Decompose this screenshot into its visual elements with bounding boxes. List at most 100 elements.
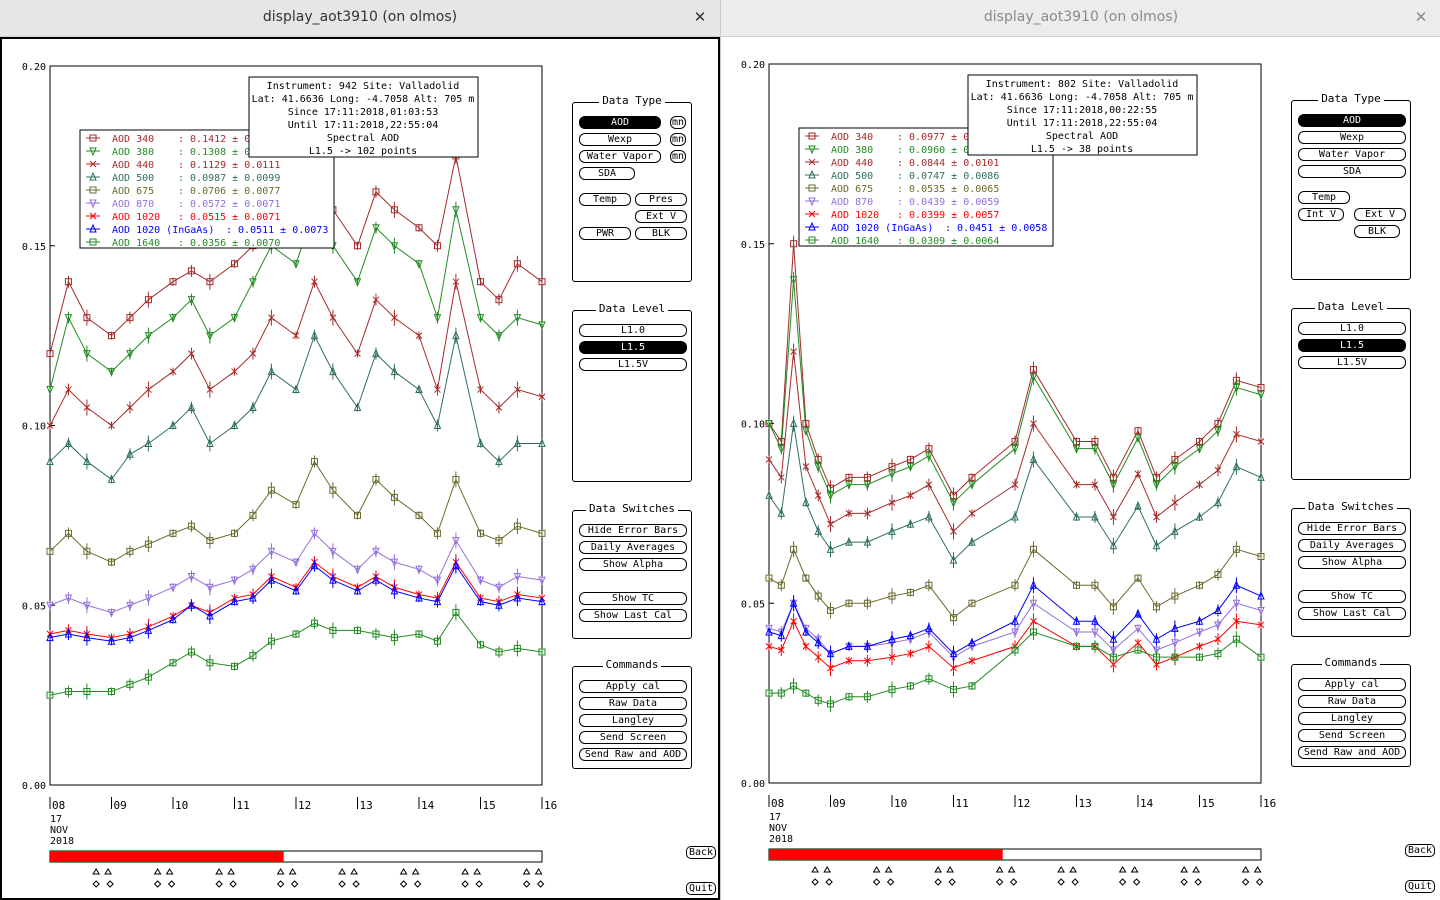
show-last-cal-button[interactable]: Show Last Cal bbox=[1298, 607, 1406, 620]
daily-averages-button[interactable]: Daily Averages bbox=[579, 541, 687, 554]
data-point bbox=[814, 592, 822, 600]
data-level-l1-0-button[interactable]: L1.0 bbox=[579, 324, 687, 337]
data-level-l1-5v-button[interactable]: L1.5V bbox=[579, 358, 687, 371]
data-point bbox=[249, 402, 257, 412]
quit-button[interactable]: Quit bbox=[1405, 880, 1436, 893]
daily-averages-button[interactable]: Daily Averages bbox=[1298, 539, 1406, 552]
apply-cal-button[interactable]: Apply cal bbox=[1298, 678, 1406, 691]
data-point bbox=[827, 700, 834, 708]
marker-diamond bbox=[948, 878, 956, 886]
data-point bbox=[826, 491, 835, 501]
raw-data-button[interactable]: Raw Data bbox=[1298, 695, 1406, 708]
data-point bbox=[802, 689, 810, 697]
data-point bbox=[476, 438, 485, 447]
data-level-l1-5-button[interactable]: L1.5 bbox=[579, 341, 687, 354]
data-level-l1-5-button[interactable]: L1.5 bbox=[1298, 339, 1406, 352]
data-type-sda-button[interactable]: SDA bbox=[579, 167, 635, 180]
data-point bbox=[888, 633, 896, 643]
marker-diamond bbox=[811, 878, 819, 886]
series-aod-440 bbox=[765, 343, 1265, 540]
data-point bbox=[925, 481, 933, 488]
x-tick-label: 14 bbox=[421, 799, 435, 812]
titlebar[interactable]: display_aot3910 (on olmos) ✕ bbox=[0, 0, 720, 37]
data-point bbox=[906, 455, 914, 463]
send-raw-and-aod-button[interactable]: Send Raw and AOD bbox=[579, 748, 687, 761]
hide-error-bars-button[interactable]: Hide Error Bars bbox=[1298, 522, 1406, 535]
series-aod-870 bbox=[46, 527, 546, 618]
x-tick-label: 09 bbox=[114, 799, 127, 812]
data-point bbox=[1072, 615, 1081, 625]
marker-triangle bbox=[811, 866, 820, 873]
close-icon[interactable]: ✕ bbox=[693, 8, 707, 26]
show-tc-button[interactable]: Show TC bbox=[579, 592, 687, 605]
data-point bbox=[1152, 540, 1161, 550]
marker-triangle bbox=[461, 868, 470, 875]
data-type-wexp-button[interactable]: Wexp bbox=[579, 133, 661, 146]
hide-error-bars-button[interactable]: Hide Error Bars bbox=[579, 524, 687, 537]
data-type-blk-button[interactable]: BLK bbox=[1354, 225, 1400, 238]
marker-diamond bbox=[461, 880, 469, 888]
data-point bbox=[1029, 599, 1038, 609]
data-point bbox=[1153, 661, 1160, 668]
data-point bbox=[1232, 580, 1241, 589]
close-icon[interactable]: ✕ bbox=[1414, 8, 1428, 26]
back-button[interactable]: Back bbox=[686, 846, 717, 859]
data-type-mn-button[interactable]: mn bbox=[670, 150, 686, 163]
data-point bbox=[864, 510, 871, 517]
show-alpha-button[interactable]: Show Alpha bbox=[1298, 556, 1406, 569]
data-point bbox=[1029, 373, 1038, 383]
data-type-temp-button[interactable]: Temp bbox=[579, 193, 631, 206]
send-raw-and-aod-button[interactable]: Send Raw and AOD bbox=[1298, 746, 1406, 759]
data-point bbox=[1195, 511, 1204, 521]
data-point bbox=[845, 599, 853, 607]
data-type-pwr-button[interactable]: PWR bbox=[579, 227, 631, 240]
x-tick-label: 13 bbox=[360, 799, 373, 812]
panel-title: Data Type bbox=[1318, 92, 1384, 105]
data-type-int-v-button[interactable]: Int V bbox=[1298, 208, 1344, 221]
data-point bbox=[433, 529, 441, 537]
data-point bbox=[144, 332, 153, 341]
quit-button[interactable]: Quit bbox=[686, 882, 717, 895]
data-type-mn-button[interactable]: mn bbox=[670, 133, 686, 146]
data-level-l1-0-button[interactable]: L1.0 bbox=[1298, 322, 1406, 335]
data-type-blk-button[interactable]: BLK bbox=[635, 227, 687, 240]
panel: Commands Apply cal Raw Data Langley Send Scr… bbox=[1291, 656, 1411, 767]
data-type-wexp-button[interactable]: Wexp bbox=[1298, 131, 1406, 144]
data-type-aod-button[interactable]: AOD bbox=[579, 116, 661, 129]
langley-button[interactable]: Langley bbox=[579, 714, 687, 727]
info-line: L1.5 -> 102 points bbox=[309, 146, 417, 157]
titlebar[interactable]: display_aot3910 (on olmos) ✕ bbox=[721, 0, 1440, 37]
data-point bbox=[1214, 621, 1222, 631]
data-type-sda-button[interactable]: SDA bbox=[1298, 165, 1406, 178]
data-type-ext-v-button[interactable]: Ext V bbox=[1354, 208, 1406, 221]
data-type-pres-button[interactable]: Pres bbox=[635, 193, 687, 206]
send-screen-button[interactable]: Send Screen bbox=[1298, 729, 1406, 742]
show-tc-button[interactable]: Show TC bbox=[1298, 590, 1406, 603]
show-alpha-button[interactable]: Show Alpha bbox=[579, 558, 687, 571]
marker-diamond bbox=[825, 878, 833, 886]
data-point bbox=[206, 659, 214, 667]
data-type-water-vapor-button[interactable]: Water Vapor bbox=[579, 150, 661, 163]
data-type-ext-v-button[interactable]: Ext V bbox=[635, 210, 687, 223]
send-screen-button[interactable]: Send Screen bbox=[579, 731, 687, 744]
apply-cal-button[interactable]: Apply cal bbox=[579, 680, 687, 693]
data-type-water-vapor-button[interactable]: Water Vapor bbox=[1298, 148, 1406, 161]
data-point bbox=[814, 653, 822, 661]
x-tick-label: 14 bbox=[1140, 797, 1154, 810]
data-point bbox=[1171, 623, 1179, 632]
data-level-l1-5v-button[interactable]: L1.5V bbox=[1298, 356, 1406, 369]
data-type-temp-button[interactable]: Temp bbox=[1298, 191, 1350, 204]
data-point bbox=[1171, 499, 1179, 506]
panel: Commands Apply cal Raw Data Langley Send Scr… bbox=[572, 658, 692, 769]
data-point bbox=[126, 350, 134, 359]
data-point bbox=[925, 511, 933, 521]
raw-data-button[interactable]: Raw Data bbox=[579, 697, 687, 710]
data-point bbox=[292, 332, 300, 339]
data-point bbox=[206, 537, 214, 545]
data-type-aod-button[interactable]: AOD bbox=[1298, 114, 1406, 127]
langley-button[interactable]: Langley bbox=[1298, 712, 1406, 725]
show-last-cal-button[interactable]: Show Last Cal bbox=[579, 609, 687, 622]
data-type-mn-button[interactable]: mn bbox=[670, 116, 686, 129]
window-content: 0.00 0.05 0.10 0.15 0.20 08 09 10 11 12 13 14 15 16 17… bbox=[721, 37, 1440, 900]
back-button[interactable]: Back bbox=[1405, 844, 1436, 857]
